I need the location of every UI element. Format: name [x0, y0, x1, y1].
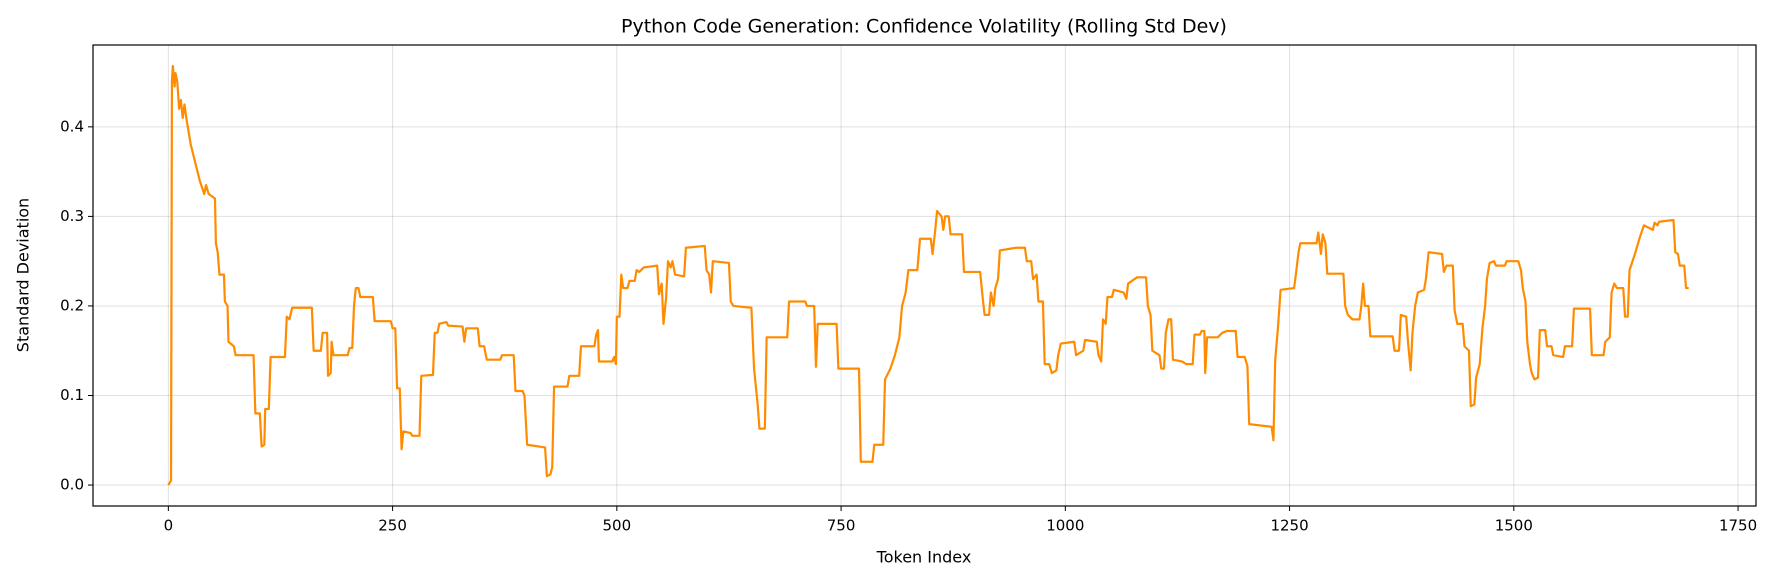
y-axis-label: Standard Deviation	[14, 198, 33, 352]
x-tick-label: 1250	[1270, 517, 1308, 535]
x-tick-label: 750	[827, 517, 856, 535]
x-tick-label: 250	[378, 517, 407, 535]
data-line	[167, 64, 1689, 486]
y-tick-label: 0.3	[60, 207, 84, 225]
x-tick-label: 1750	[1719, 517, 1757, 535]
x-tick-label: 1500	[1495, 517, 1533, 535]
plot-frame	[92, 44, 1757, 507]
x-axis-label: Token Index	[876, 548, 972, 567]
chart-title: Python Code Generation: Confidence Volat…	[621, 16, 1227, 38]
x-tick-label: 500	[603, 517, 632, 535]
y-tick-label: 0.0	[60, 476, 84, 494]
y-tick-label: 0.4	[60, 117, 84, 135]
x-tick-label: 0	[164, 517, 174, 535]
y-tick-label: 0.2	[60, 296, 84, 314]
y-tick-label: 0.1	[60, 386, 84, 404]
x-tick-label: 1000	[1046, 517, 1084, 535]
